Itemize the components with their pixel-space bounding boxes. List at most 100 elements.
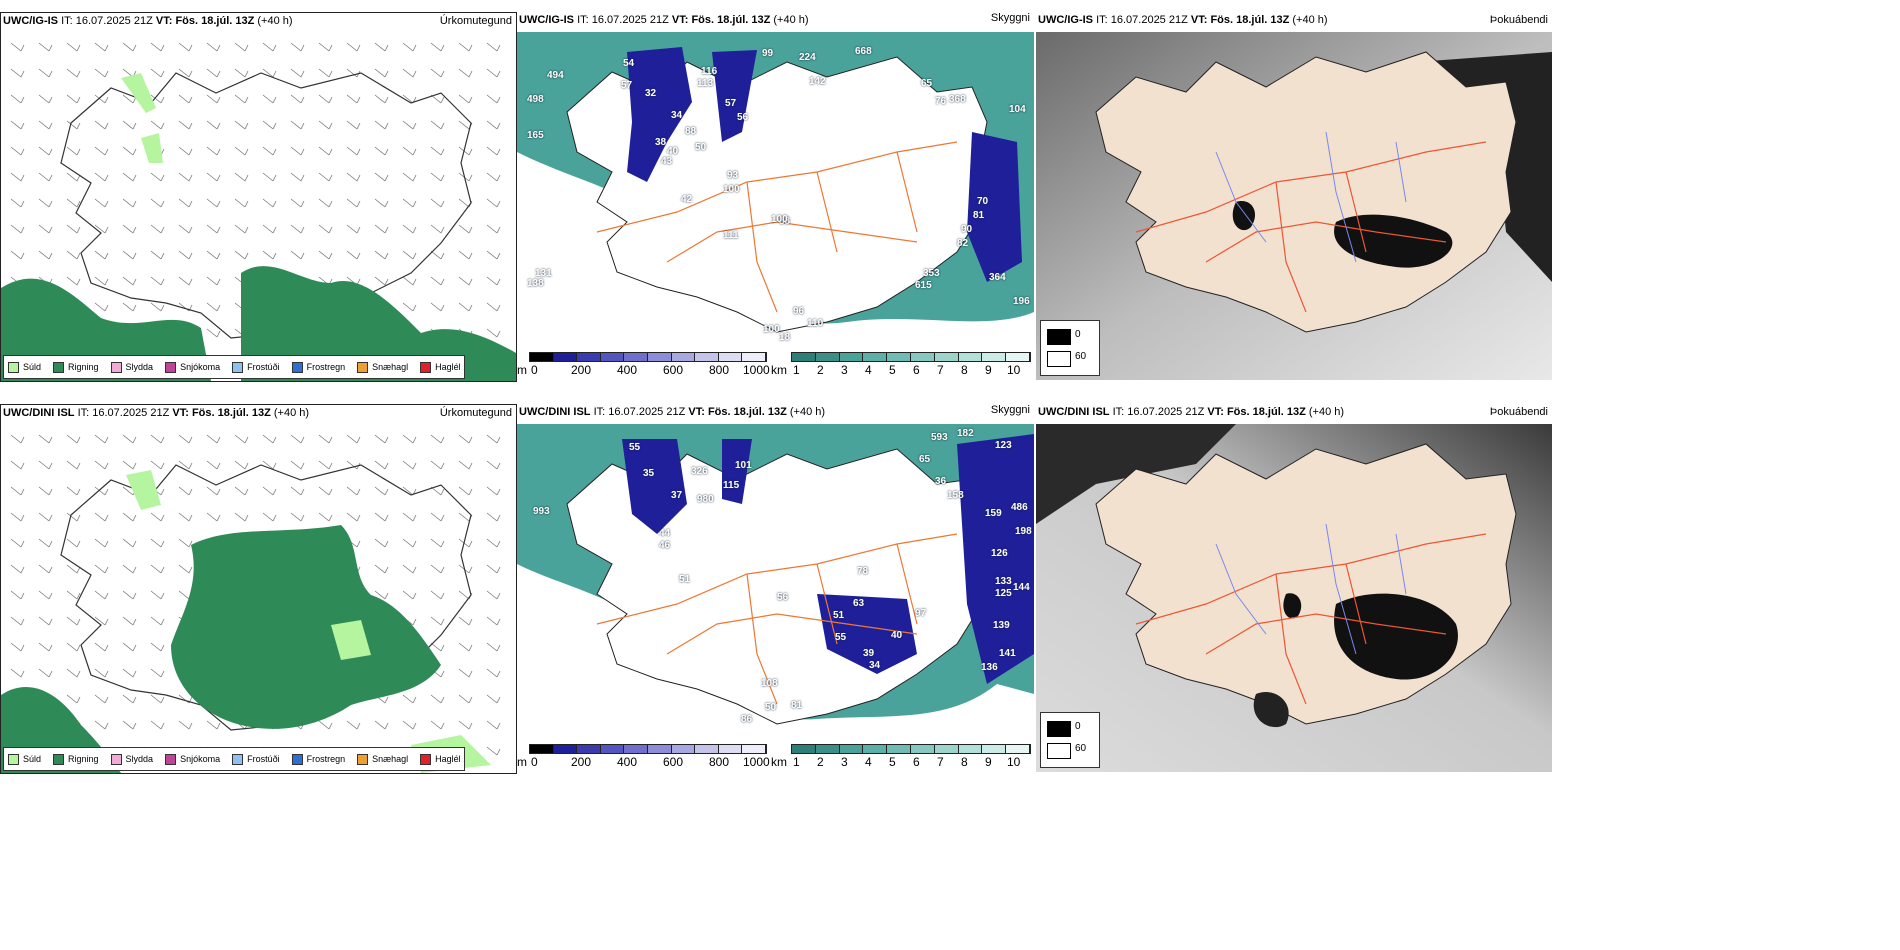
wind-barb	[150, 668, 165, 678]
colorbar-tick: 1000	[743, 755, 770, 769]
low-ceiling-area	[627, 47, 692, 182]
wind-barb	[150, 590, 165, 600]
wind-barb	[430, 146, 445, 156]
wind-barb	[402, 538, 417, 548]
wind-barb	[346, 172, 361, 182]
wind-barb	[10, 616, 25, 626]
wind-barb	[262, 94, 277, 104]
wind-barb	[374, 146, 389, 156]
colorbar-tick: 9	[985, 755, 992, 769]
legend-swatch	[110, 361, 122, 373]
ceiling-value: 86	[741, 714, 753, 725]
ceiling-value: 668	[855, 46, 872, 57]
wind-barb	[262, 224, 277, 234]
ceiling-colorbar: m 0 200 400 600 800 1000	[517, 744, 770, 770]
colorbar-tick: 7	[937, 363, 944, 377]
wind-barb	[290, 486, 305, 496]
wind-barb	[318, 720, 333, 730]
wind-barb	[318, 250, 333, 260]
wind-barb	[150, 172, 165, 182]
wind-barb	[66, 512, 81, 522]
legend-item: Frostregn	[291, 361, 345, 373]
wind-barb	[458, 276, 473, 286]
legend-item: Rigning	[53, 361, 99, 373]
wind-barb	[66, 434, 81, 444]
colorbar-unit: m	[517, 755, 527, 769]
wind-barb	[10, 590, 25, 600]
fog-indicator-panel-dini: UWC/DINI ISL IT: 16.07.2025 21Z VT: Fös.…	[1036, 404, 1552, 772]
wind-barb	[150, 694, 165, 704]
colorbar-tick: 7	[937, 755, 944, 769]
wind-barb	[94, 250, 109, 260]
wind-barb	[150, 42, 165, 52]
wind-barb	[10, 642, 25, 652]
wind-barb	[430, 460, 445, 470]
wind-barb	[94, 198, 109, 208]
ceiling-value: 101	[735, 460, 752, 471]
wind-barb	[206, 512, 221, 522]
wind-barb	[486, 512, 501, 522]
ceiling-value: 65	[919, 454, 931, 465]
wind-barb	[94, 42, 109, 52]
wind-barb	[66, 616, 81, 626]
visibility-colorbar: km 1 2 3 4 5 6 7 8 9 10	[771, 352, 1033, 378]
colorbar-tick: 1	[793, 363, 800, 377]
fog-legend-label: 60	[1075, 743, 1087, 754]
wind-barb	[402, 512, 417, 522]
fog-legend-white-swatch	[1047, 351, 1071, 367]
ceiling-value: 56	[777, 592, 789, 603]
wind-barb	[38, 642, 53, 652]
wind-barb	[66, 224, 81, 234]
legend-swatch	[165, 753, 177, 765]
wind-barb	[122, 120, 137, 130]
wind-barb	[150, 68, 165, 78]
wind-barb	[374, 172, 389, 182]
wind-barb	[402, 172, 417, 182]
wind-barb	[10, 172, 25, 182]
ceiling-value: 99	[762, 48, 774, 59]
wind-barb	[430, 590, 445, 600]
wind-barb	[94, 720, 109, 730]
wind-barb	[94, 512, 109, 522]
wind-barb	[150, 538, 165, 548]
wind-barb	[458, 694, 473, 704]
wind-barb	[150, 198, 165, 208]
colorbar-tick: 800	[709, 755, 730, 769]
wind-barb	[486, 198, 501, 208]
wind-barb	[122, 276, 137, 286]
wind-barb	[122, 512, 137, 522]
wind-barb	[430, 538, 445, 548]
low-ceiling-area	[712, 50, 757, 142]
ceiling-value: 108	[761, 678, 778, 689]
wind-barb	[290, 434, 305, 444]
wind-barb	[486, 68, 501, 78]
wind-barb	[38, 616, 53, 626]
road-network	[596, 141, 958, 313]
wind-barb	[290, 172, 305, 182]
visibility-colorbar: km 1 2 3 4 5 6 7 8 9 10	[771, 744, 1033, 770]
wind-barb	[178, 68, 193, 78]
wind-barb	[150, 564, 165, 574]
ceiling-value: 54	[623, 58, 635, 69]
wind-barb	[486, 42, 501, 52]
ceiling-value: 56	[737, 112, 749, 123]
ceiling-value: 32	[645, 88, 657, 99]
wind-barb	[486, 590, 501, 600]
rain-area	[241, 266, 516, 381]
colorbar-tick: 1000	[743, 363, 770, 377]
wind-barb	[290, 198, 305, 208]
wind-barb	[38, 564, 53, 574]
wind-barb	[150, 460, 165, 470]
wind-barb	[262, 460, 277, 470]
precip-map	[1, 42, 516, 381]
wind-barb	[10, 512, 25, 522]
wind-barb	[318, 94, 333, 104]
legend-swatch	[53, 361, 65, 373]
wind-barb	[374, 486, 389, 496]
wind-barb	[150, 276, 165, 286]
wind-barb	[290, 460, 305, 470]
ceiling-value: 40	[667, 146, 679, 157]
colorbar-tick: 10	[1007, 363, 1021, 377]
panel-header: UWC/IG-IS IT: 16.07.2025 21Z VT: Fös. 18…	[1038, 14, 1328, 26]
wind-barb	[430, 276, 445, 286]
